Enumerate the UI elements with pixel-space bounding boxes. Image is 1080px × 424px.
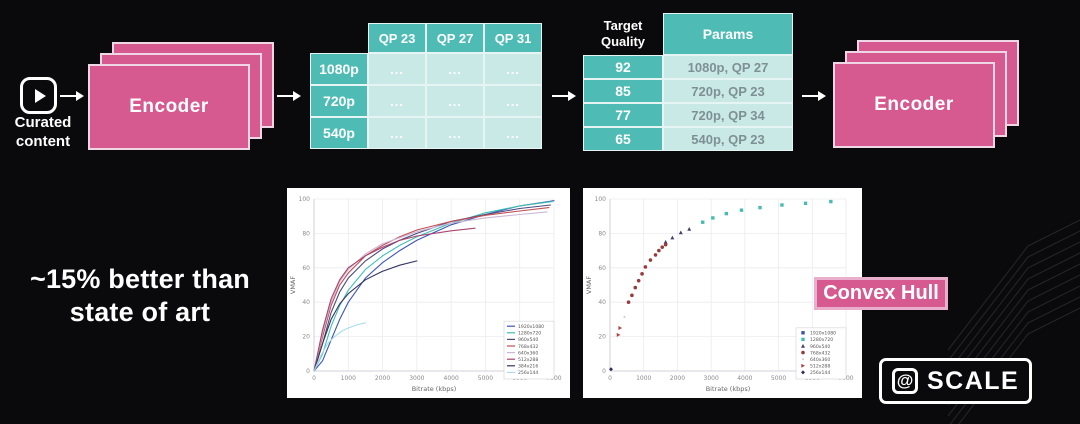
svg-text:100: 100 [595,196,607,203]
qp-cell: ... [368,117,426,149]
svg-text:20: 20 [302,334,310,341]
svg-text:3000: 3000 [704,375,719,382]
quality-value-cell: 92 [583,55,663,79]
quality-value-cell: 77 [583,103,663,127]
svg-text:5000: 5000 [771,375,786,382]
svg-text:80: 80 [302,230,310,237]
svg-text:1920x1080: 1920x1080 [518,324,544,330]
svg-text:80: 80 [598,230,606,237]
svg-text:960x540: 960x540 [518,337,538,343]
qp-cell: ... [368,53,426,85]
svg-text:384x216: 384x216 [518,364,538,370]
arrow-right-icon [802,91,826,101]
quality-col1-header: Target Quality [600,18,646,49]
svg-text:1000: 1000 [341,375,356,382]
svg-text:512x288: 512x288 [518,357,538,363]
quality-value-cell: 65 [583,127,663,151]
qp-cell: ... [484,117,542,149]
svg-text:VMAF: VMAF [289,276,297,295]
svg-text:Bitrate (kbps): Bitrate (kbps) [706,385,751,393]
svg-text:60: 60 [302,265,310,272]
atscale-logo: @ SCALE [879,358,1033,404]
qp-cell: ... [426,53,484,85]
convex-hull-chart: 0100020003000400050006000700002040608010… [583,188,862,398]
encoder-stack-left: Encoder [88,42,280,154]
quality-params-cell: 540p, QP 23 [663,127,793,151]
qp-col-header: QP 27 [426,23,484,53]
quality-col2-header: Params [663,13,793,55]
svg-text:256x144: 256x144 [518,370,538,376]
svg-text:768x432: 768x432 [518,344,538,350]
svg-text:256x144: 256x144 [810,370,830,376]
svg-text:1280x720: 1280x720 [518,331,541,337]
svg-text:1280x720: 1280x720 [810,337,833,343]
svg-text:960x540: 960x540 [810,344,830,350]
svg-text:0: 0 [602,368,606,375]
svg-text:5000: 5000 [478,375,493,382]
svg-text:4000: 4000 [444,375,459,382]
quality-value-cell: 85 [583,79,663,103]
arrow-right-icon [60,91,84,101]
svg-text:640x360: 640x360 [518,350,538,356]
qp-table-corner [310,23,368,53]
svg-text:512x288: 512x288 [810,364,830,370]
svg-text:40: 40 [302,299,310,306]
rd-curves-chart: 0100020003000400050006000700002040608010… [287,188,570,398]
quality-params-cell: 720p, QP 34 [663,103,793,127]
qp-cell: ... [426,117,484,149]
svg-text:60: 60 [598,265,606,272]
convex-hull-badge: Convex Hull [814,277,948,310]
encoder-label: Encoder [874,94,954,115]
svg-text:100: 100 [299,196,311,203]
svg-text:0: 0 [306,368,310,375]
encoder-card-front: Encoder [833,62,995,148]
arrow-right-icon [552,91,576,101]
qp-col-header: QP 31 [484,23,542,53]
encoder-card-front: Encoder [88,64,250,150]
encoder-stack-right: Encoder [833,40,1025,152]
quality-table: Target Quality Params 92 1080p, QP 27 85 720p… [583,13,793,151]
quality-params-cell: 720p, QP 23 [663,79,793,103]
svg-text:1920x1080: 1920x1080 [810,331,836,337]
qp-cell: ... [484,53,542,85]
svg-text:768x432: 768x432 [810,350,830,356]
svg-text:0: 0 [608,375,612,382]
logo-text: SCALE [927,366,1020,395]
video-play-icon [20,77,57,114]
svg-text:2000: 2000 [670,375,685,382]
arrow-right-icon [277,91,301,101]
qp-cell: ... [484,85,542,117]
svg-text:20: 20 [598,334,606,341]
svg-text:40: 40 [598,299,606,306]
at-icon: @ [892,368,918,394]
svg-text:VMAF: VMAF [585,276,593,295]
encoder-label: Encoder [129,96,209,117]
qp-cell: ... [368,85,426,117]
play-triangle-icon [34,88,46,103]
quality-params-cell: 1080p, QP 27 [663,55,793,79]
qp-table: QP 23 QP 27 QP 31 1080p......... 720p.......… [310,23,542,149]
svg-text:Bitrate (kbps): Bitrate (kbps) [412,385,457,393]
qp-row-header: 1080p [310,53,368,85]
svg-text:2000: 2000 [375,375,390,382]
qp-cell: ... [426,85,484,117]
svg-text:3000: 3000 [409,375,424,382]
qp-row-header: 720p [310,85,368,117]
svg-text:0: 0 [312,375,316,382]
svg-text:4000: 4000 [737,375,752,382]
svg-text:640x360: 640x360 [810,357,830,363]
svg-text:1000: 1000 [636,375,651,382]
qp-row-header: 540p [310,117,368,149]
qp-col-header: QP 23 [368,23,426,53]
better-than-callout: ~15% better than state of art [29,264,251,328]
curated-content-label: Curated content [14,114,72,150]
